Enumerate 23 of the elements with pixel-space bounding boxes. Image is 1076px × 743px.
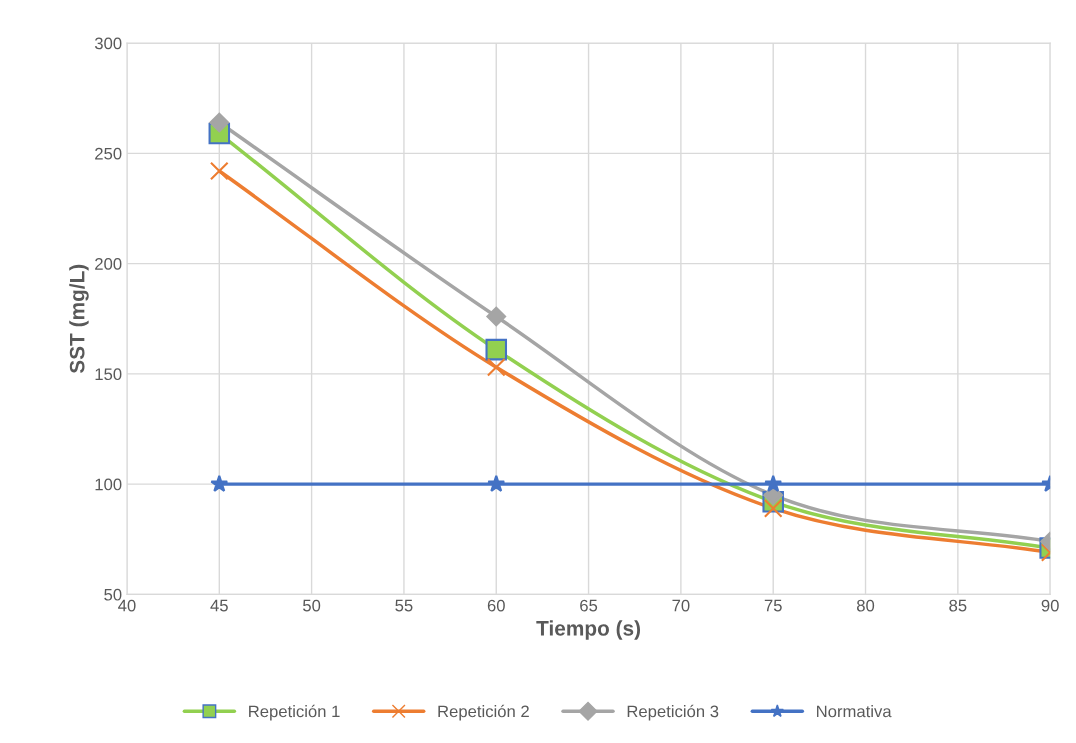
- x-tick-label: 70: [672, 599, 690, 612]
- x-tick-label: 60: [487, 599, 505, 612]
- x-axis-title: Tiempo (s): [536, 620, 641, 640]
- x-tick-label: 45: [210, 599, 228, 612]
- legend-label: Normativa: [817, 705, 892, 718]
- x-tick-label: 50: [303, 599, 321, 612]
- y-tick-label: 300: [94, 37, 122, 50]
- x-tick-label: 75: [764, 599, 782, 612]
- y-tick-label: 50: [104, 588, 122, 601]
- legend-label: Repetición 3: [627, 704, 719, 721]
- y-tick-label: 150: [95, 368, 122, 381]
- y-tick-label: 100: [95, 478, 122, 491]
- legend-label: Repetición 2: [438, 704, 529, 721]
- x-tick-label: 80: [856, 599, 875, 612]
- legend-label: Repetición 1: [249, 704, 340, 721]
- x-tick-label: 55: [395, 599, 413, 612]
- y-tick-label: 250: [95, 147, 122, 160]
- y-tick-label: 200: [95, 258, 122, 270]
- x-tick-label: 85: [949, 599, 967, 612]
- x-tick-label: 65: [580, 599, 598, 612]
- x-tick-label: 40: [118, 599, 136, 612]
- x-tick-label: 90: [1041, 599, 1059, 612]
- y-axis-title: SST (mg/L): [69, 264, 89, 374]
